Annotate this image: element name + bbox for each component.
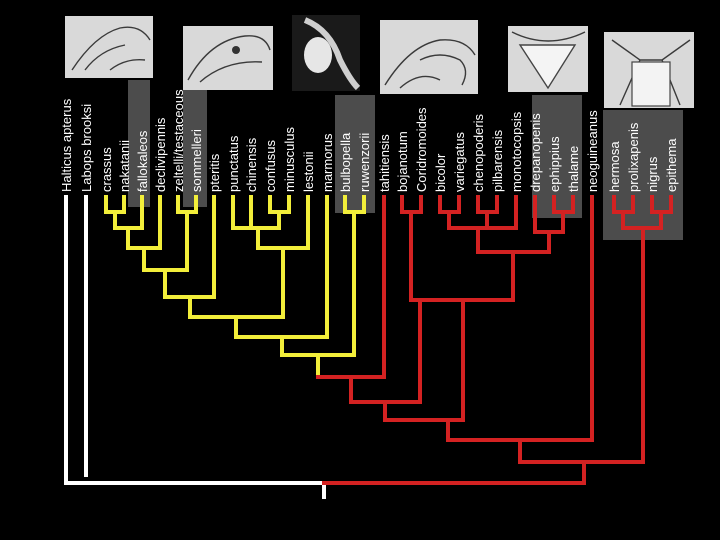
taxon-label: nakatanii — [117, 140, 132, 192]
photo-4 — [380, 20, 478, 94]
highlight-box — [335, 95, 375, 213]
tree-branch — [383, 298, 465, 422]
taxon-label: chinensis — [244, 137, 259, 192]
taxon-label: epithema — [664, 138, 679, 192]
tree-branch — [476, 195, 499, 214]
taxon-label: fallokaleos — [135, 130, 150, 192]
tree-branch — [438, 195, 461, 214]
taxon-label: Labops brooksi — [79, 104, 94, 192]
taxon-label: confusus — [263, 139, 278, 192]
taxon-label: sommelleri — [189, 129, 204, 192]
taxon-labels: Halticus apterus Labops brooksi crassus nak… — [59, 89, 679, 192]
taxon-label: ephippius — [547, 136, 562, 192]
tree-branch — [231, 195, 253, 230]
highlight-box — [603, 110, 683, 240]
tree-branch — [104, 195, 126, 214]
tree-branch — [280, 210, 356, 357]
tree-branches — [64, 195, 673, 499]
tree-branch — [316, 195, 386, 379]
tree-branch — [409, 226, 515, 302]
tree-branch — [446, 418, 594, 442]
taxon-label: lestonii — [301, 151, 316, 192]
taxon-label: bulbopella — [338, 132, 353, 192]
photo-6 — [604, 32, 694, 108]
taxon-label: nigrus — [645, 156, 660, 192]
taxon-label: pilbarensis — [490, 129, 505, 192]
highlight-boxes — [128, 80, 683, 240]
photo-3 — [292, 15, 361, 91]
tree-branch — [322, 460, 586, 485]
tree-branch — [518, 226, 645, 464]
tree-branch — [188, 246, 285, 319]
taxon-label: Coridromoides — [414, 107, 429, 192]
taxon-label: minusculus — [282, 126, 297, 192]
taxon-label: bojanotum — [395, 131, 410, 192]
tree-branch — [142, 210, 189, 272]
tree-branch — [447, 195, 518, 230]
taxon-label: zeltelli/testaceous — [171, 89, 186, 192]
tree-branch — [256, 195, 310, 250]
taxon-label: bicolor — [433, 153, 448, 192]
thumbnail-images — [65, 15, 694, 108]
taxon-label: variegatus — [452, 132, 467, 192]
tree-branch — [268, 195, 291, 214]
taxon-label: neoguineanus — [585, 110, 600, 192]
taxon-label: monotocopsis — [509, 111, 524, 192]
taxon-label: Halticus apterus — [59, 98, 74, 192]
taxon-label: drepanopenis — [528, 113, 543, 192]
tree-branch — [400, 195, 423, 214]
tree-branch — [349, 375, 422, 404]
tree-branch — [113, 210, 144, 230]
photo-2 — [183, 26, 273, 90]
taxon-label: crassus — [99, 147, 114, 192]
taxon-label: declivipennis — [153, 117, 168, 192]
highlight-box — [183, 90, 207, 207]
taxon-label: ruwenzorii — [357, 133, 372, 192]
photo-5 — [508, 26, 588, 92]
highlight-box — [128, 80, 150, 207]
photo-1 — [65, 16, 153, 78]
taxon-label: thalame — [566, 146, 581, 192]
taxon-label: tahitiensis — [377, 134, 392, 192]
taxon-label: prolixapenis — [626, 122, 641, 192]
taxon-label: punctatus — [226, 135, 241, 192]
taxon-label: chenopoderis — [471, 113, 486, 192]
taxon-label: marmorus — [320, 133, 335, 192]
tree-branch — [533, 210, 565, 234]
taxon-label: pteritis — [207, 153, 222, 192]
taxon-label: hermosa — [607, 141, 622, 192]
